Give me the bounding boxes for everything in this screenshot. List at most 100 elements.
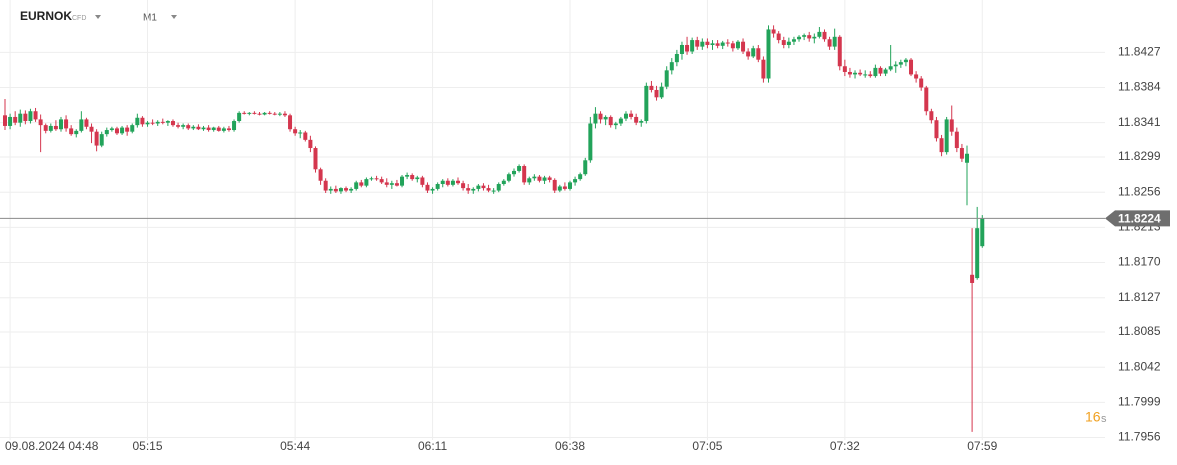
candle-body (318, 169, 323, 181)
candle-body (435, 184, 440, 189)
candle-body (664, 70, 669, 87)
candle-body (160, 121, 165, 123)
candle-body (120, 127, 125, 134)
candle-body (155, 121, 160, 124)
candle-body (914, 74, 919, 79)
candle-body (476, 185, 481, 189)
candle-body (888, 66, 893, 70)
x-tick-label: 06:11 (418, 439, 447, 453)
x-tick-label: 07:59 (967, 439, 997, 453)
candle-body (364, 179, 369, 186)
y-tick-label: 11.7999 (1118, 395, 1161, 409)
candle-body (756, 48, 761, 60)
candle-body (741, 41, 746, 52)
candle-body (466, 188, 471, 191)
candle-body (74, 130, 79, 135)
candle-body (659, 86, 664, 98)
candle-body (949, 119, 954, 132)
candle-body (690, 40, 695, 52)
candle-body (853, 72, 858, 75)
candle-body (593, 113, 598, 124)
symbol[interactable]: EURNOK (20, 9, 72, 23)
interval[interactable]: M1 (143, 13, 157, 24)
candle-body (685, 44, 690, 52)
candle-body (445, 180, 450, 185)
candle-body (349, 188, 354, 191)
candle-body (771, 29, 776, 34)
candle-body (170, 121, 175, 126)
candle-body (471, 188, 476, 191)
candle-body (374, 178, 379, 180)
candle-body (277, 113, 282, 115)
candle-body (206, 127, 211, 131)
candle-body (84, 119, 89, 127)
candle-body (405, 175, 410, 177)
candle-body (654, 89, 659, 98)
candle-body (807, 35, 812, 39)
candle-body (944, 119, 949, 153)
y-tick-label: 11.8170 (1118, 255, 1161, 269)
candle-body (898, 62, 903, 65)
candle-body (481, 185, 486, 189)
candle-body (639, 121, 644, 123)
candle-body (232, 121, 237, 131)
candle-body (257, 113, 262, 115)
candle-body (634, 116, 639, 123)
symbol-dropdown-caret[interactable] (95, 15, 101, 19)
candle-body (359, 182, 364, 186)
candle-body (837, 36, 842, 67)
candle-body (176, 125, 181, 127)
candle-body (512, 170, 516, 175)
candle-body (293, 129, 298, 134)
candle-body (705, 41, 710, 45)
interval-dropdown-caret[interactable] (171, 15, 177, 19)
y-tick-label: 11.8299 (1118, 149, 1161, 163)
candle-body (323, 180, 328, 191)
candle-body (725, 42, 730, 44)
candle-body (817, 31, 822, 37)
candle-body (517, 166, 522, 171)
candle-body (114, 128, 119, 134)
candle-body (338, 188, 343, 192)
candle-body (99, 134, 104, 146)
candle-body (394, 183, 399, 186)
candle-body (456, 180, 461, 184)
candle-body (272, 113, 277, 115)
candle-body (934, 120, 939, 139)
candle-body (644, 85, 649, 122)
overlay: 11.8224 (0, 210, 1170, 227)
candle-body (191, 126, 196, 129)
candle-body (247, 112, 252, 114)
candle-body (79, 119, 84, 131)
candle-body (69, 128, 74, 135)
candle-body (924, 87, 929, 112)
candle-body (939, 138, 944, 153)
candles (3, 25, 985, 432)
candle-body (695, 40, 700, 47)
candle-body (720, 42, 725, 46)
candle-body (878, 67, 883, 74)
candle-body (140, 117, 145, 125)
candle-body (181, 125, 186, 127)
instrument-type: CFD (72, 15, 86, 22)
candle-body (379, 179, 384, 183)
y-tick-label: 11.8256 (1118, 184, 1161, 198)
candle-body (776, 33, 781, 41)
candle-body (557, 186, 562, 191)
candle-body (242, 112, 247, 114)
x-tick-label: 09.08.2024 04:48 (5, 439, 99, 453)
candle-body (970, 274, 975, 283)
candle-body (410, 175, 415, 180)
candle-body (125, 127, 130, 132)
candle-body (797, 36, 802, 40)
y-tick-label: 11.8127 (1118, 290, 1161, 304)
candle-body (669, 62, 674, 71)
candle-body (288, 115, 293, 130)
candle-body (267, 112, 272, 114)
candle-body (53, 125, 58, 130)
candle-body (909, 59, 914, 75)
candle-body (623, 113, 628, 119)
candle-body (298, 132, 303, 134)
candle-body (461, 183, 466, 189)
y-tick-label: 11.7956 (1118, 430, 1161, 444)
